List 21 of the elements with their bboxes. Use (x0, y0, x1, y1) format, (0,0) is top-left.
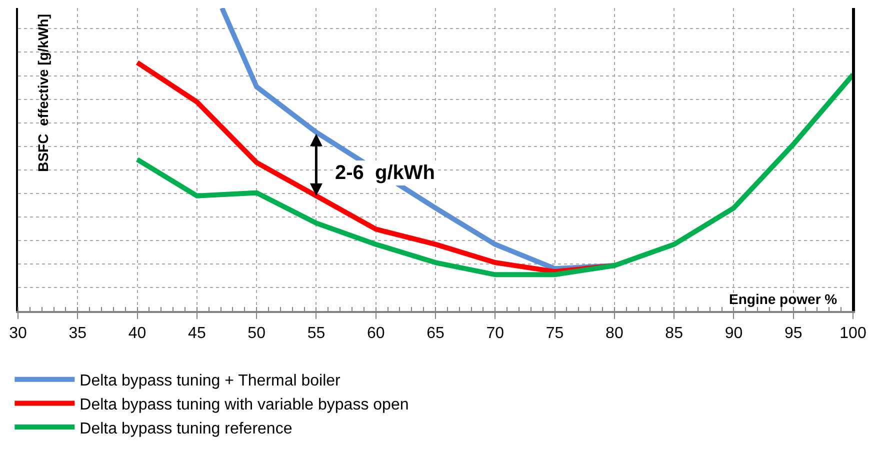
x-tick-label: 50 (248, 325, 266, 342)
x-tick-label: 90 (724, 325, 743, 342)
legend-label: Delta bypass tuning with variable bypass open (80, 396, 409, 414)
x-tick-label: 55 (307, 325, 326, 342)
annotation: 2-6 g/kWh (335, 162, 436, 184)
x-axis-title: Engine power % (729, 291, 838, 307)
x-tick-label: 30 (9, 325, 27, 342)
x-tick-label: 35 (68, 325, 87, 342)
x-tick-label: 60 (366, 325, 385, 342)
y-axis-title: BSFC effective [g/kWh] (35, 14, 52, 172)
x-tick-label: 85 (665, 325, 684, 342)
x-tick-label: 40 (128, 325, 146, 342)
x-tick-label: 80 (606, 325, 624, 342)
x-tick-label: 75 (546, 325, 564, 342)
x-tick-label: 45 (188, 325, 206, 342)
x-tick-label: 100 (840, 325, 866, 342)
x-tick-label: 65 (426, 325, 444, 342)
legend-label: Delta bypass tuning reference (80, 420, 292, 438)
x-tick-label: 70 (486, 325, 504, 342)
x-tick-label: 95 (784, 325, 802, 342)
legend-label: Delta bypass tuning + Thermal boiler (80, 372, 342, 390)
